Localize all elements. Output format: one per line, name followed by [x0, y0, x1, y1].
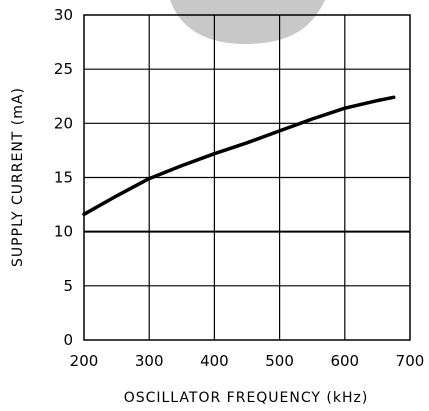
plot-frame [83, 14, 411, 341]
watermark-shape [170, 0, 325, 44]
y-tick-label: 25 [54, 60, 73, 78]
grid-lines [84, 15, 410, 340]
x-tick-label: 600 [330, 352, 359, 370]
y-tick-label: 10 [54, 223, 73, 241]
x-tick-label: 300 [135, 352, 164, 370]
y-axis-title: SUPPLY CURRENT (mA) [10, 87, 26, 267]
watermark [170, 0, 325, 44]
x-tick-label: 200 [70, 352, 99, 370]
series-line [82, 95, 396, 217]
y-tick-labels: 0 5 10 15 20 25 30 [54, 6, 73, 349]
y-tick-label: 0 [63, 331, 73, 349]
x-tick-label: 700 [396, 352, 425, 370]
x-tick-labels: 200 300 400 500 600 700 [70, 352, 425, 370]
y-tick-label: 30 [54, 6, 73, 24]
x-tick-label: 500 [265, 352, 294, 370]
y-tick-label: 5 [63, 277, 73, 295]
series-layer [82, 95, 396, 217]
x-tick-label: 400 [200, 352, 229, 370]
y-tick-label: 15 [54, 169, 73, 187]
y-tick-label: 20 [54, 114, 73, 132]
x-axis-title: OSCILLATOR FREQUENCY (kHz) [124, 390, 369, 406]
